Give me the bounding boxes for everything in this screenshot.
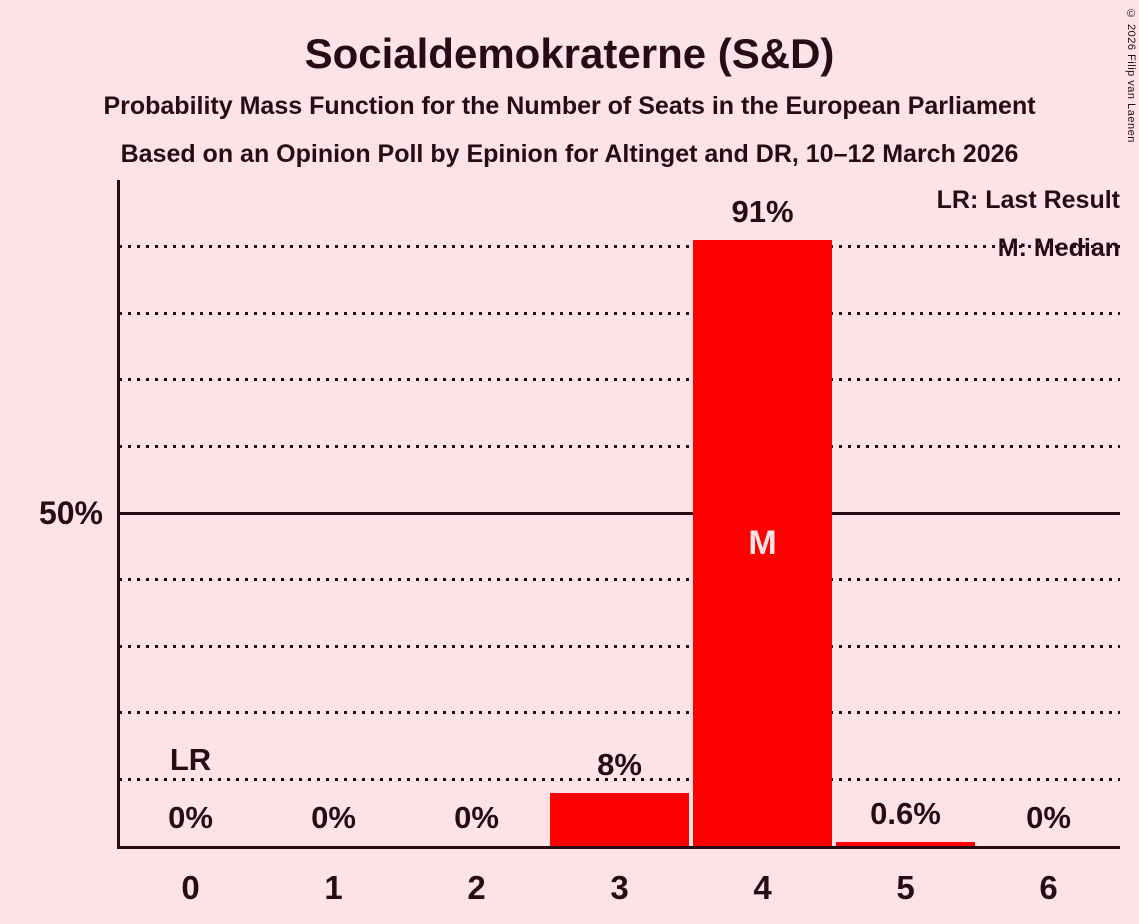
median-marker: M (748, 523, 777, 562)
bar-seats-3 (550, 792, 689, 846)
legend-median: M: Median (997, 234, 1120, 262)
y-axis-tick-label: 50% (38, 495, 103, 531)
gridline-50-percent-solid (119, 511, 1120, 515)
legend-last-result: LR: Last Result (936, 186, 1120, 214)
chart-title: Socialdemokraterne (S&D) (304, 30, 835, 77)
x-tick-label-2: 2 (467, 869, 486, 906)
x-tick-label-4: 4 (753, 869, 772, 906)
bar-seats-5 (836, 842, 975, 846)
bar-value-label-seats-2: 0% (454, 800, 499, 835)
bar-value-label-seats-4: 91% (731, 193, 794, 229)
x-tick-label-0: 0 (181, 869, 200, 906)
gridline-30-percent (119, 644, 1120, 648)
gridline-10-percent (119, 777, 1120, 781)
gridline-90-percent (119, 245, 1120, 249)
gridline-70-percent (119, 378, 1120, 382)
bar-value-label-seats-0: 0% (168, 800, 213, 835)
bar-value-label-seats-6: 0% (1026, 800, 1071, 835)
bar-value-label-seats-1: 0% (311, 800, 356, 835)
copyright-notice: © 2026 Filip van Laenen (1125, 8, 1137, 143)
y-axis-line (117, 180, 120, 849)
bar-value-label-seats-5: 0.6% (870, 796, 941, 832)
chart-subtitle-2: Based on an Opinion Poll by Epinion for … (120, 140, 1019, 168)
gridline-60-percent (119, 444, 1120, 448)
last-result-marker: LR (169, 742, 212, 777)
x-tick-label-6: 6 (1039, 869, 1058, 906)
chart-subtitle-1: Probability Mass Function for the Number… (103, 92, 1036, 120)
gridline-20-percent (119, 711, 1120, 715)
x-axis-line (117, 846, 1120, 849)
x-tick-label-5: 5 (896, 869, 915, 906)
bar-seats-4 (693, 239, 832, 846)
bar-value-label-seats-3: 8% (597, 746, 642, 782)
gridline-40-percent (119, 578, 1120, 582)
gridline-80-percent (119, 311, 1120, 315)
x-tick-label-3: 3 (610, 869, 629, 906)
x-tick-label-1: 1 (324, 869, 343, 906)
